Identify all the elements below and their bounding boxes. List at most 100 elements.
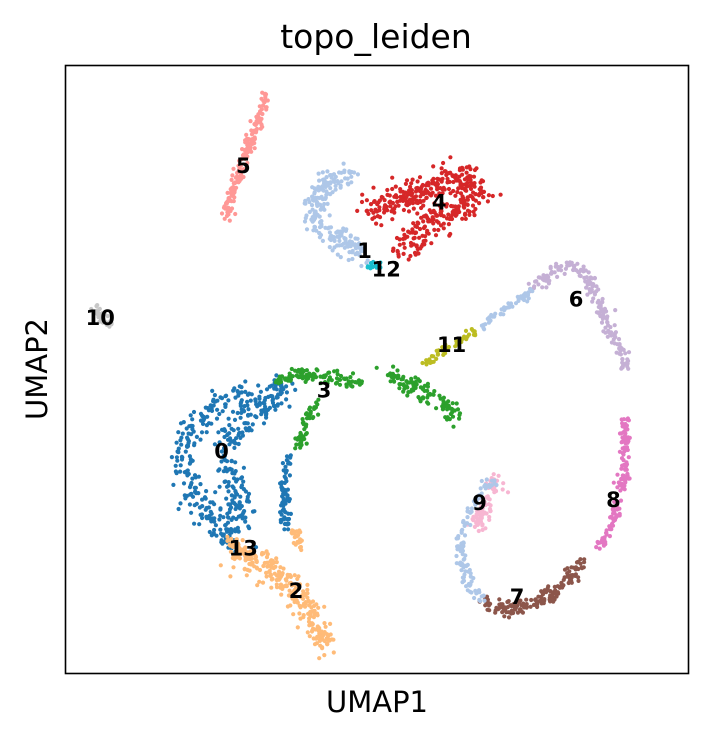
cluster-5-points <box>219 90 270 223</box>
data-point <box>342 245 347 250</box>
data-point <box>529 597 534 603</box>
data-point <box>467 209 472 214</box>
cluster-label-11: 11 <box>437 333 466 357</box>
cluster-11-points <box>420 327 478 367</box>
data-point <box>232 445 237 450</box>
data-point <box>609 514 614 519</box>
cluster-label-9: 9 <box>472 491 487 515</box>
data-point <box>257 567 263 573</box>
data-point <box>279 485 284 490</box>
data-point <box>238 403 243 408</box>
data-point <box>260 580 266 585</box>
data-point <box>581 267 586 272</box>
data-point <box>592 292 598 297</box>
data-point <box>335 243 340 248</box>
data-point <box>245 494 250 499</box>
data-point <box>292 599 297 605</box>
data-point <box>365 258 370 263</box>
data-point <box>208 403 213 408</box>
data-point <box>179 454 184 459</box>
data-point <box>292 535 297 540</box>
data-point <box>401 207 406 213</box>
data-point <box>528 604 533 609</box>
data-point <box>179 435 184 440</box>
data-point <box>411 206 416 211</box>
data-point <box>197 522 202 527</box>
data-point <box>348 381 353 386</box>
data-point <box>273 407 278 412</box>
data-point <box>317 638 322 644</box>
data-point <box>437 393 442 398</box>
data-point <box>419 244 424 249</box>
data-point <box>283 376 289 381</box>
data-point <box>483 322 488 327</box>
data-point <box>474 515 479 520</box>
data-point <box>328 186 333 191</box>
data-point <box>317 656 322 661</box>
data-point <box>227 423 232 428</box>
data-point <box>310 377 315 382</box>
data-point <box>505 490 511 495</box>
data-point <box>365 264 370 269</box>
data-point <box>254 126 260 131</box>
data-point <box>448 155 453 160</box>
data-point <box>357 382 362 387</box>
data-point <box>397 237 402 242</box>
data-point <box>276 379 281 384</box>
data-point <box>360 192 365 197</box>
data-point <box>311 415 316 420</box>
data-point <box>330 190 335 195</box>
data-point <box>465 506 470 511</box>
data-point <box>175 458 180 463</box>
data-point <box>546 281 552 286</box>
data-point <box>236 163 241 168</box>
data-point <box>228 549 233 554</box>
data-point <box>194 434 199 439</box>
data-point <box>335 252 340 257</box>
data-point <box>235 477 240 482</box>
data-point <box>605 320 610 325</box>
data-point <box>464 337 469 342</box>
data-point <box>100 318 105 323</box>
data-point <box>478 185 484 190</box>
data-point <box>346 182 351 187</box>
data-point <box>417 175 423 180</box>
data-point <box>316 171 321 176</box>
data-point <box>178 421 184 426</box>
data-point <box>200 504 205 509</box>
data-point <box>287 473 292 478</box>
data-point <box>174 440 179 445</box>
data-point <box>338 373 344 379</box>
data-point <box>274 582 279 587</box>
data-point <box>446 186 452 192</box>
data-point <box>327 213 332 218</box>
data-point <box>280 386 285 391</box>
data-point <box>523 291 528 296</box>
data-point <box>409 181 414 186</box>
data-point <box>450 414 456 419</box>
data-point <box>465 515 470 520</box>
data-point <box>586 270 591 275</box>
data-point <box>474 497 479 502</box>
data-point <box>212 442 217 447</box>
data-point <box>298 616 303 621</box>
data-point <box>288 455 293 460</box>
data-point <box>286 460 291 465</box>
data-point <box>310 599 316 604</box>
data-point <box>452 174 457 179</box>
data-point <box>420 360 425 366</box>
data-point <box>237 174 243 179</box>
data-point <box>526 281 531 286</box>
data-point <box>621 452 626 457</box>
data-point <box>434 180 440 186</box>
data-point <box>597 301 603 306</box>
data-point <box>316 397 321 402</box>
data-point <box>472 330 477 335</box>
data-point <box>187 502 192 507</box>
data-point <box>305 582 310 588</box>
data-point <box>270 565 275 570</box>
data-point <box>245 392 250 397</box>
data-point <box>192 443 197 448</box>
data-point <box>625 447 630 453</box>
data-point <box>425 216 430 221</box>
